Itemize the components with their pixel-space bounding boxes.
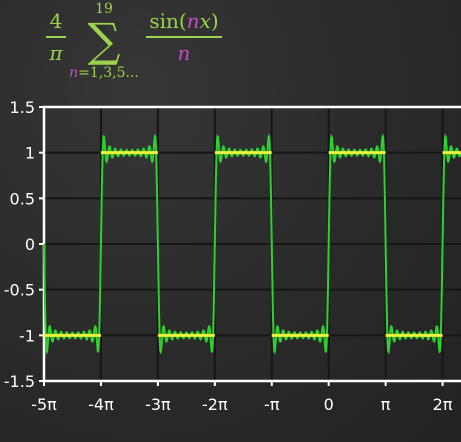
term-n: n [187, 9, 200, 33]
sum-index-variable: n [69, 65, 78, 81]
term-denominator: n [178, 41, 191, 65]
y-tick-label: 0 [25, 235, 35, 254]
y-tick-label: 1 [25, 144, 35, 163]
grid [43, 106, 461, 382]
sum-lower-limit: n=1,3,5... [69, 65, 139, 81]
y-tick-label: -1 [19, 326, 35, 345]
x-tick-label: -π [264, 395, 280, 414]
sum-upper-limit: 19 [95, 1, 113, 17]
sum-index-range: =1,3,5... [78, 65, 139, 81]
y-tick-label: 0.5 [10, 189, 35, 208]
x-tick-label: 2π [433, 395, 453, 414]
x-tick-label: 0 [324, 395, 334, 414]
y-tick-label: -0.5 [4, 281, 35, 300]
term-x: x [200, 9, 211, 33]
x-tick-label: π [381, 395, 391, 414]
term-numerator: sin(nx) [149, 9, 218, 33]
x-tick-label: -2π [202, 395, 228, 414]
y-tick-label: 1.5 [10, 98, 35, 117]
fourier-formula: 4 π 19 ∑ n=1,3,5... sin(nx) n [46, 1, 222, 81]
coefficient-numerator: 4 [50, 9, 63, 33]
x-tick-labels: -5π -4π -3π -2π -π 0 π 2π [31, 395, 453, 414]
y-tick-label: -1.5 [4, 372, 35, 391]
x-tick-label: -3π [145, 395, 171, 414]
y-tick-labels: 1.5 1 0.5 0 -0.5 -1 -1.5 [4, 98, 35, 391]
term-sin: sin( [149, 9, 186, 33]
sigma-icon: ∑ [88, 13, 121, 67]
fourier-chart: 1.5 1 0.5 0 -0.5 -1 -1.5 -5π -4π -3π -2π -π 0 π 2π [4, 98, 461, 414]
x-tick-label: -5π [31, 395, 57, 414]
term-close-paren: ) [211, 9, 219, 33]
x-tick-label: -4π [88, 395, 114, 414]
series [43, 133, 461, 355]
coefficient-denominator: π [48, 41, 63, 65]
